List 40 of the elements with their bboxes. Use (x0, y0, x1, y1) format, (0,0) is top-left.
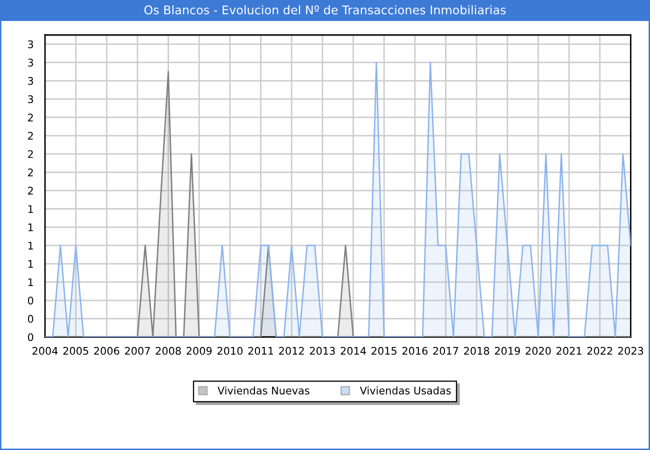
y-tick-label: 3 (28, 76, 34, 85)
y-tick-label: 2 (28, 186, 33, 195)
y-tick-label: 1 (28, 224, 33, 232)
chart-title: Os Blancos - Evolucion del Nº de Transacciones Inmobiliarias (144, 5, 506, 14)
x-tick-label: 2020 (526, 346, 551, 355)
x-tick-label: 2011 (248, 346, 274, 355)
y-tick-label: 3 (28, 58, 34, 67)
y-tick-label: 2 (28, 132, 33, 140)
y-tick-label: 1 (28, 242, 33, 250)
y-tick-label: 1 (28, 260, 33, 268)
x-tick-label: 2015 (372, 346, 396, 355)
legend-label: Viviendas Usadas (360, 386, 451, 394)
y-tick-label: 2 (28, 114, 33, 122)
x-tick-label: 2021 (556, 346, 582, 355)
y-tick-label: 2 (28, 168, 33, 176)
x-tick-label: 2012 (279, 346, 304, 355)
y-tick-label: 3 (28, 95, 34, 104)
legend-label: Viviendas Nuevas (218, 386, 310, 394)
x-tick-label: 2008 (156, 346, 181, 355)
x-tick-label: 2010 (217, 346, 243, 355)
y-tick-label: 0 (28, 314, 34, 323)
x-tick-label: 2019 (494, 346, 520, 355)
x-tick-label: 2005 (63, 346, 88, 355)
x-tick-label: 2016 (402, 346, 428, 355)
x-tick-label: 2014 (340, 346, 366, 355)
x-tick-label: 2004 (32, 346, 58, 355)
x-tick-label: 2009 (186, 346, 212, 355)
x-tick-label: 2013 (310, 346, 335, 355)
x-tick-label: 2022 (587, 346, 612, 355)
x-tick-label: 2007 (124, 346, 150, 355)
y-tick-label: 3 (28, 40, 34, 48)
y-tick-label: 0 (28, 333, 34, 342)
x-tick-label: 2018 (464, 346, 490, 355)
y-tick-label: 2 (28, 150, 33, 158)
x-tick-label: 2006 (94, 346, 120, 355)
y-tick-label: 1 (28, 205, 33, 213)
y-tick-label: 1 (28, 278, 33, 286)
x-tick-label: 2023 (618, 346, 644, 355)
x-tick-label: 2017 (433, 346, 458, 355)
y-tick-label: 0 (28, 296, 34, 304)
